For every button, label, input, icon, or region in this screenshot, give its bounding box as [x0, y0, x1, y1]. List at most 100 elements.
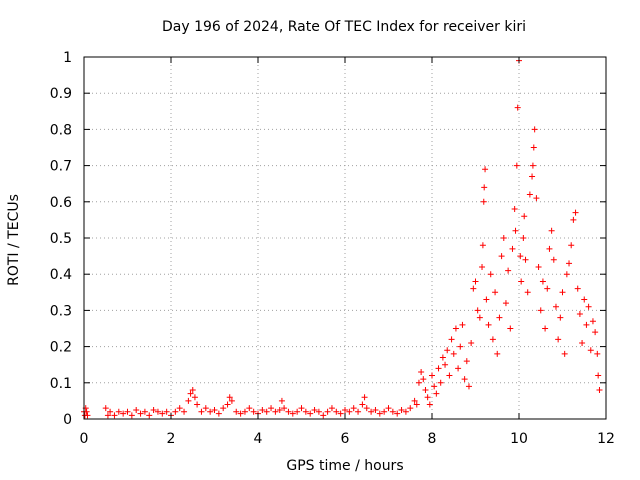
- data-point: [437, 379, 444, 386]
- data-point: [594, 350, 601, 357]
- data-point: [592, 329, 599, 336]
- x-tick-label: 0: [80, 431, 89, 447]
- data-point: [241, 408, 248, 415]
- data-point: [220, 405, 227, 412]
- data-point: [496, 314, 503, 321]
- data-point: [83, 408, 90, 415]
- data-point: [413, 401, 420, 408]
- data-point: [324, 408, 331, 415]
- data-point: [429, 372, 435, 379]
- data-point: [398, 406, 405, 413]
- data-point: [424, 394, 431, 401]
- data-point: [559, 289, 566, 296]
- data-point: [276, 406, 283, 413]
- data-point: [531, 126, 538, 133]
- data-point: [402, 408, 409, 415]
- data-point: [146, 412, 153, 419]
- data-point: [302, 408, 309, 415]
- data-point: [359, 401, 366, 408]
- data-point: [115, 408, 122, 415]
- data-point: [431, 383, 438, 390]
- data-point: [233, 408, 240, 415]
- data-point: [141, 408, 148, 415]
- data-point: [479, 263, 486, 270]
- data-point: [202, 405, 209, 412]
- data-point: [439, 354, 446, 361]
- data-point: [487, 271, 494, 278]
- data-point: [104, 412, 111, 419]
- data-point: [342, 406, 348, 413]
- data-point: [522, 256, 529, 263]
- data-point: [163, 408, 170, 415]
- data-point: [124, 408, 131, 415]
- data-point: [452, 325, 459, 332]
- y-tick-label: 0.2: [50, 340, 72, 356]
- data-point: [542, 325, 549, 332]
- x-tick-label: 8: [428, 431, 437, 447]
- data-point: [574, 285, 581, 292]
- data-point: [422, 387, 429, 394]
- data-point: [482, 166, 489, 173]
- data-point: [128, 412, 135, 419]
- data-point: [568, 242, 575, 249]
- y-tick-label: 0.8: [50, 122, 72, 138]
- data-point: [585, 303, 592, 310]
- data-point: [483, 296, 490, 303]
- data-point: [84, 412, 91, 419]
- data-point: [546, 245, 553, 252]
- data-point: [111, 412, 118, 419]
- y-tick-label: 0.3: [50, 303, 72, 319]
- data-point: [207, 408, 214, 415]
- data-point: [479, 242, 486, 249]
- data-point: [579, 339, 586, 346]
- data-point: [524, 289, 531, 296]
- data-point: [552, 303, 559, 310]
- data-point: [461, 376, 468, 383]
- data-point: [307, 410, 314, 417]
- data-point: [521, 213, 528, 220]
- data-point: [250, 408, 257, 415]
- data-point: [435, 365, 442, 372]
- data-point: [485, 321, 492, 328]
- data-point: [415, 379, 422, 386]
- data-point: [185, 397, 192, 404]
- data-point: [187, 390, 194, 397]
- data-point: [570, 216, 577, 223]
- data-point: [595, 372, 602, 379]
- data-point: [268, 405, 275, 412]
- data-point: [191, 394, 198, 401]
- data-point: [468, 339, 475, 346]
- data-point: [583, 321, 590, 328]
- data-point: [289, 410, 296, 417]
- data-point: [509, 245, 516, 252]
- data-point: [450, 350, 457, 357]
- data-point: [137, 410, 144, 417]
- data-point: [448, 336, 455, 343]
- data-point: [159, 410, 166, 417]
- data-point: [176, 405, 183, 412]
- data-point: [215, 410, 222, 417]
- data-point: [263, 408, 270, 415]
- data-point: [537, 307, 544, 314]
- data-point: [328, 405, 335, 412]
- data-point: [385, 405, 392, 412]
- data-point: [315, 408, 322, 415]
- x-tick-label: 12: [597, 431, 615, 447]
- scatter-points: [81, 57, 603, 419]
- data-point: [442, 361, 449, 368]
- data-point: [389, 408, 396, 415]
- x-tick-label: 6: [341, 431, 350, 447]
- data-point: [102, 405, 109, 412]
- data-point: [548, 227, 555, 234]
- data-point: [529, 162, 536, 169]
- y-tick-label: 1: [63, 50, 72, 66]
- data-point: [337, 410, 344, 417]
- x-tick-label: 4: [254, 431, 263, 447]
- data-point: [535, 263, 542, 270]
- data-point: [350, 405, 357, 412]
- data-point: [587, 347, 594, 354]
- y-tick-label: 0.4: [50, 267, 72, 283]
- data-point: [194, 401, 201, 408]
- data-point: [572, 209, 579, 216]
